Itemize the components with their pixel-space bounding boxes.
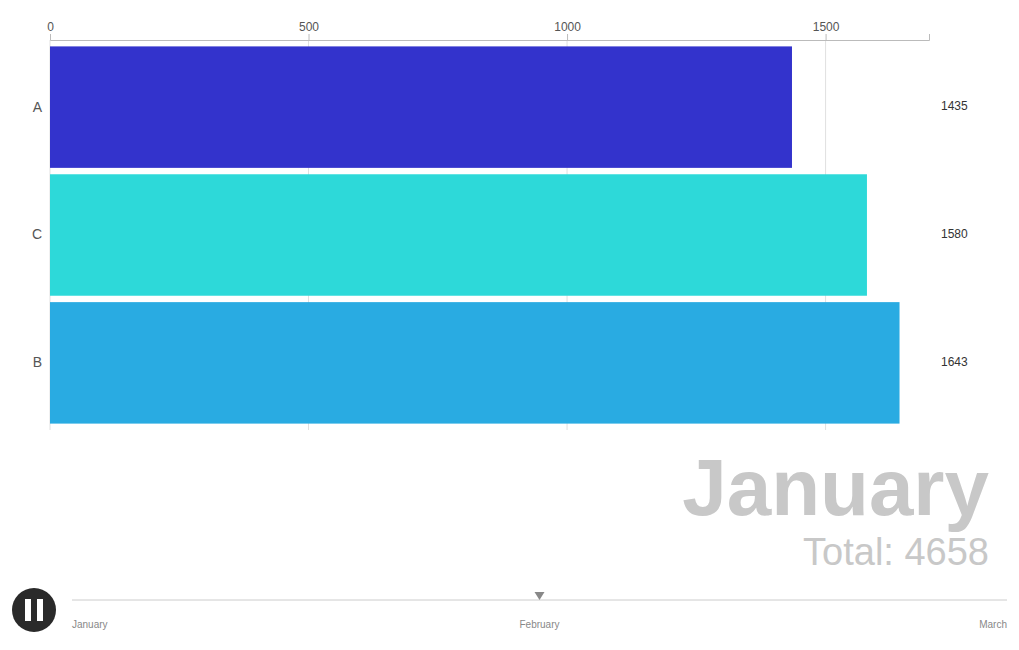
timeline-label: March	[979, 619, 1007, 630]
y-tick-label: A	[33, 99, 43, 115]
bar	[50, 302, 900, 423]
timeline: January February March	[72, 592, 1007, 630]
x-tick-label: 500	[299, 20, 319, 34]
pause-bar[interactable]	[25, 599, 31, 621]
plot: 0 500 1000 1500 B C A 1643 1580 1435	[32, 20, 968, 430]
bar	[50, 174, 867, 295]
x-tick-mark	[309, 34, 310, 40]
x-axis: 0 500 1000 1500	[47, 20, 929, 41]
pause-circle[interactable]	[12, 588, 56, 632]
y-tick: C	[32, 226, 50, 242]
y-tick-label: C	[32, 226, 42, 242]
x-tick-label: 1000	[554, 20, 581, 34]
x-tick-mark	[826, 34, 827, 40]
x-tick: 0	[47, 20, 54, 40]
x-tick-mark	[567, 34, 568, 40]
x-tick: 500	[299, 20, 319, 40]
timeline-marker	[535, 592, 545, 600]
bars	[50, 46, 900, 423]
x-tick-label: 1500	[813, 20, 840, 34]
y-tick: B	[33, 354, 50, 370]
timeline-label: January	[72, 619, 108, 630]
y-tick: A	[33, 99, 50, 115]
timeline-label: February	[519, 619, 559, 630]
pause-button[interactable]	[12, 588, 56, 632]
data-label: 1643	[941, 355, 968, 369]
annotation: Total: 4658	[803, 531, 989, 573]
bar	[50, 46, 792, 167]
data-label: 1435	[941, 99, 968, 113]
data-labels: 1643 1580 1435	[941, 99, 968, 369]
chart: 050010001500BCA164315801435JanuaryTotal:…	[0, 0, 1019, 650]
annotation: January	[682, 443, 989, 532]
x-tick-mark	[50, 34, 51, 40]
x-tick: 1000	[554, 20, 581, 40]
x-tick: 1500	[813, 20, 840, 40]
y-tick-label: B	[33, 354, 42, 370]
x-axis-line	[51, 34, 930, 41]
pause-bar[interactable]	[37, 599, 43, 621]
data-label: 1580	[941, 227, 968, 241]
annotations: JanuaryTotal: 4658	[682, 443, 989, 573]
y-axis: B C A	[32, 99, 50, 371]
x-tick-label: 0	[47, 20, 54, 34]
